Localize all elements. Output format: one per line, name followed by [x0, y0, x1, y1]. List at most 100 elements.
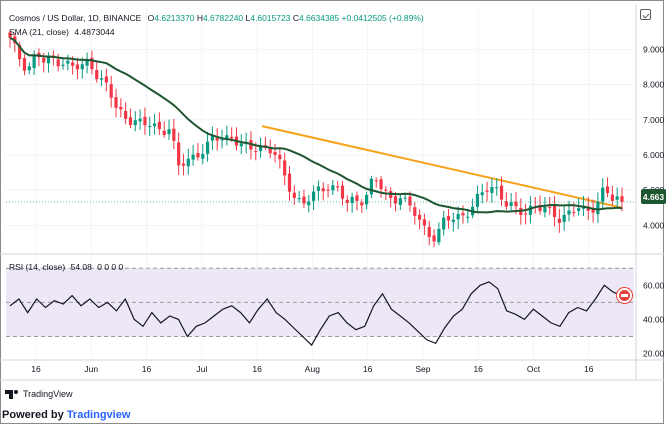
candle-body [461, 213, 465, 216]
candle-body [567, 210, 571, 215]
time-tick-label: Jul [196, 364, 207, 374]
candle-body [364, 194, 369, 205]
candle-body [495, 187, 499, 189]
candle-body [360, 202, 364, 206]
candle-body [196, 152, 200, 158]
candle-body [374, 180, 378, 182]
candle-body [331, 185, 335, 191]
candle-body [128, 117, 133, 125]
candle-body [278, 154, 282, 160]
candle-body [538, 205, 542, 212]
candle-body [572, 212, 576, 214]
time-tick-label: Sep [415, 364, 430, 374]
candle-body [577, 208, 581, 211]
candle-body [66, 60, 70, 64]
candle-body [32, 54, 36, 68]
candle-body [499, 185, 504, 200]
candle-body [263, 145, 268, 147]
candle-body [162, 130, 166, 135]
candle-body [75, 64, 80, 70]
candle-body [80, 64, 84, 70]
candle-body [615, 196, 619, 200]
candle-body [109, 84, 113, 98]
time-tick-label: Jun [84, 364, 98, 374]
candle-body [85, 59, 89, 66]
candle-body [350, 196, 354, 204]
candle-body [442, 217, 446, 230]
candle-body [177, 142, 181, 166]
candle-body [239, 143, 243, 147]
tradingview-label: TradingView [23, 389, 73, 399]
close-label: C [292, 13, 299, 23]
settings-icon[interactable] [640, 9, 651, 20]
candle-body [340, 185, 345, 199]
candle-body [514, 201, 518, 207]
candle-body [552, 205, 557, 217]
price-tick-label: 4.000 [643, 220, 665, 230]
change-value: +0.0412505 (+0.89%) [341, 13, 424, 23]
candle-body [225, 135, 229, 140]
candle-body [181, 163, 186, 166]
candle-body [384, 189, 388, 191]
rsi-tick-label: 20.00 [643, 349, 665, 359]
candle-body [220, 139, 224, 141]
candle-body [230, 136, 234, 139]
sma-label: SMA (21, close) [9, 27, 69, 37]
candle-body [201, 153, 205, 159]
candle-body [167, 129, 171, 135]
candle-body [336, 186, 340, 188]
candle-body [509, 202, 513, 206]
candle-body [71, 62, 75, 66]
candle-body [297, 198, 301, 200]
rsi-label: RSI (14, close) [9, 262, 66, 272]
rsi-extra: 0 0 0 0 [97, 262, 124, 272]
high-value: 4.6782240 [202, 13, 244, 23]
tradingview-logo: TradingView [5, 389, 73, 399]
candle-body [133, 120, 137, 126]
candle-body [56, 59, 60, 67]
candle-body [596, 201, 600, 215]
ohlc-legend: Cosmos / US Dollar, 1D, BINANCE O4.62133… [9, 13, 424, 23]
rsi-value: 54.08 [70, 262, 92, 272]
candle-body [586, 206, 590, 211]
candle-body [268, 147, 272, 154]
candle-body [451, 219, 455, 223]
powered-prefix: owered by [9, 409, 64, 421]
candle-body [369, 178, 374, 195]
powered-by: Powered by Tradingview [2, 409, 130, 421]
price-tick-label: 6.000 [643, 150, 665, 160]
candle-body [254, 151, 258, 153]
candle-body [321, 188, 325, 192]
candle-body [258, 146, 263, 152]
flag-icon[interactable] [617, 288, 632, 303]
candle-body [605, 186, 610, 193]
powered-brand[interactable]: Tradingview [66, 409, 131, 421]
sma-value: 4.4873044 [74, 27, 115, 37]
candle-body [591, 209, 595, 213]
candle-body [124, 111, 128, 119]
low-value: 4.6015723 [250, 13, 291, 23]
close-value: 4.6634385 [298, 13, 340, 23]
rsi-legend: RSI (14, close) 54.08 0 0 0 0 [9, 262, 123, 272]
candle-body [562, 214, 566, 222]
candle-body [119, 106, 123, 110]
time-tick-label: 16 [363, 364, 373, 374]
candle-body [485, 190, 489, 192]
price-tick-label: 9.000 [643, 44, 665, 54]
candle-body [104, 76, 108, 83]
time-tick-label: 16 [473, 364, 483, 374]
candle-body [355, 195, 359, 201]
candle-body [42, 57, 46, 63]
candle-body [413, 207, 417, 216]
candle-body [95, 70, 99, 80]
candle-body [307, 201, 311, 206]
candle-body [422, 219, 427, 226]
time-tick-label: Aug [305, 364, 320, 374]
candle-body [27, 66, 31, 71]
candle-body [437, 228, 441, 243]
candle-body [61, 64, 65, 67]
candle-body [287, 173, 292, 192]
candle-body [302, 196, 306, 204]
